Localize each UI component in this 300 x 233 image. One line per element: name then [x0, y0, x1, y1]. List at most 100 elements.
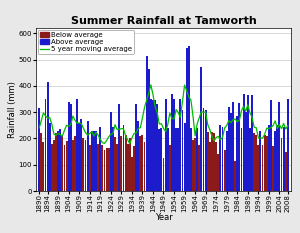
Bar	[236, 116, 238, 191]
Bar	[194, 138, 196, 191]
Bar	[268, 125, 270, 191]
Bar	[173, 99, 175, 191]
Bar	[260, 130, 261, 191]
Bar	[101, 145, 103, 191]
Bar	[74, 136, 76, 191]
Bar	[106, 148, 107, 191]
Bar	[243, 94, 244, 191]
Bar	[76, 99, 78, 191]
Bar	[238, 103, 240, 191]
Bar	[61, 134, 63, 191]
Bar	[245, 112, 247, 191]
Bar	[131, 157, 133, 191]
Bar	[55, 133, 57, 191]
Bar	[68, 102, 70, 191]
Bar	[211, 132, 213, 191]
Bar	[158, 129, 160, 191]
Bar	[230, 113, 232, 191]
Bar	[144, 142, 146, 191]
Bar	[253, 133, 255, 191]
Bar	[228, 107, 230, 191]
Bar	[142, 134, 143, 191]
Bar	[154, 100, 156, 191]
Bar	[82, 138, 84, 191]
Bar	[182, 110, 183, 191]
Y-axis label: Rainfall (mm): Rainfall (mm)	[8, 81, 17, 138]
Bar	[285, 152, 287, 191]
Bar	[234, 161, 236, 191]
Bar	[78, 123, 80, 191]
Bar	[163, 158, 164, 191]
Bar	[103, 150, 105, 191]
Bar	[165, 99, 167, 191]
Bar	[249, 128, 251, 191]
Bar	[80, 119, 82, 191]
Bar	[140, 136, 141, 191]
Bar	[93, 130, 95, 191]
Bar	[264, 134, 266, 191]
Bar	[220, 125, 221, 191]
Bar	[133, 146, 135, 191]
Bar	[171, 94, 173, 191]
Bar	[137, 121, 139, 191]
Bar	[257, 145, 259, 191]
X-axis label: Year: Year	[154, 213, 172, 222]
Bar	[108, 148, 110, 191]
Bar	[184, 123, 185, 191]
Bar	[44, 99, 46, 191]
Bar	[146, 56, 148, 191]
Bar	[198, 145, 200, 191]
Bar	[196, 128, 198, 191]
Bar	[51, 144, 53, 191]
Bar	[95, 130, 97, 191]
Bar	[148, 69, 150, 191]
Bar	[110, 112, 112, 191]
Bar	[217, 154, 219, 191]
Bar	[112, 127, 114, 191]
Bar	[160, 128, 162, 191]
Bar	[135, 104, 137, 191]
Bar	[188, 46, 190, 191]
Bar	[251, 95, 253, 191]
Bar	[179, 99, 181, 191]
Bar	[38, 108, 40, 191]
Bar	[266, 136, 268, 191]
Bar	[255, 134, 257, 191]
Bar	[66, 141, 68, 191]
Bar	[53, 140, 55, 191]
Bar	[152, 100, 154, 191]
Bar	[49, 123, 51, 191]
Bar	[42, 142, 44, 191]
Bar	[167, 128, 169, 191]
Bar	[91, 130, 93, 191]
Bar	[215, 142, 217, 191]
Bar	[207, 132, 209, 191]
Bar	[120, 136, 122, 191]
Bar	[177, 128, 179, 191]
Bar	[99, 127, 101, 191]
Bar	[232, 102, 234, 191]
Bar	[57, 130, 59, 191]
Bar	[202, 108, 205, 191]
Bar	[224, 150, 226, 191]
Bar	[190, 128, 192, 191]
Bar	[276, 125, 278, 191]
Bar	[175, 128, 177, 191]
Bar	[124, 134, 127, 191]
Bar	[89, 145, 91, 191]
Bar	[222, 127, 224, 191]
Bar	[97, 144, 99, 191]
Bar	[262, 145, 263, 191]
Bar	[150, 99, 152, 191]
Bar	[46, 82, 49, 191]
Bar	[85, 140, 86, 191]
Bar	[209, 142, 211, 191]
Bar	[247, 95, 249, 191]
Bar	[70, 104, 72, 191]
Bar	[156, 104, 158, 191]
Bar	[72, 140, 74, 191]
Bar	[186, 48, 188, 191]
Bar	[278, 102, 281, 191]
Bar	[200, 67, 202, 191]
Bar	[287, 99, 289, 191]
